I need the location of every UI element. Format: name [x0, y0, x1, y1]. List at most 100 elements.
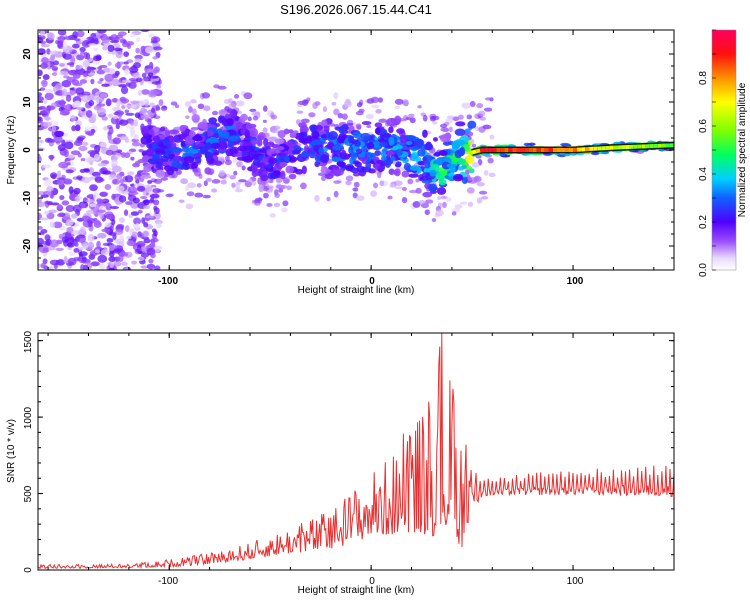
colorbar-tick-label: 0.0: [698, 263, 709, 277]
heatmap-cell: [218, 170, 226, 177]
colorbar-label: Normalized spectral amplitude: [737, 82, 748, 217]
heatmap-cell: [143, 205, 151, 210]
heatmap-cell: [174, 104, 180, 109]
heatmap-cell: [131, 260, 137, 265]
heatmap-cell: [142, 76, 152, 82]
heatmap-cell: [61, 236, 69, 243]
heatmap-cell: [191, 108, 197, 116]
heatmap-cell: [116, 99, 121, 108]
heatmap-cell: [116, 173, 123, 180]
heatmap-cell: [89, 184, 98, 192]
heatmap-cell: [417, 105, 422, 109]
heatmap-cell: [49, 154, 54, 161]
heatmap-cell: [454, 204, 463, 209]
snr-plot-area: [38, 333, 674, 570]
heatmap-cell: [148, 199, 155, 204]
heatmap-cell: [373, 141, 382, 149]
heatmap-cell: [351, 139, 359, 145]
heatmap-cell: [57, 213, 63, 218]
heatmap-cell: [41, 79, 48, 88]
heatmap-cell: [173, 148, 182, 153]
heatmap-cell: [40, 217, 49, 221]
heatmap-cell: [322, 106, 328, 113]
heatmap-cell: [338, 133, 347, 141]
heatmap-cell: [41, 57, 50, 64]
heatmap-cell: [424, 209, 430, 216]
heatmap-cell: [64, 36, 75, 41]
heatmap-cell: [125, 112, 135, 116]
heatmap-cell: [141, 217, 146, 224]
heatmap-cell: [137, 256, 145, 262]
heatmap-cell: [379, 142, 388, 147]
heatmap-cell: [38, 154, 41, 162]
heatmap-cell: [106, 237, 114, 243]
heatmap-cell: [99, 77, 104, 82]
heatmap-cell: [396, 128, 405, 134]
heatmap-cell: [299, 125, 309, 134]
heatmap-cell: [448, 126, 453, 133]
heatmap-cell: [59, 63, 65, 67]
heatmap-cell: [452, 116, 460, 121]
heatmap-cell: [231, 182, 236, 188]
heatmap-cell: [159, 126, 166, 132]
heatmap-cell: [262, 127, 268, 133]
heatmap-cell: [38, 95, 44, 102]
heatmap-cell: [129, 100, 140, 105]
heatmap-cell: [243, 92, 253, 100]
heatmap-cell: [101, 116, 108, 121]
heatmap-cell: [323, 125, 330, 132]
bottom-x-axis-label: Height of straight line (km): [298, 585, 415, 596]
heatmap-cell: [137, 209, 143, 214]
heatmap-cell: [76, 106, 84, 111]
heatmap-cell: [282, 200, 289, 207]
heatmap-cell: [140, 195, 148, 200]
heatmap-cell: [155, 169, 166, 178]
heatmap-cell: [112, 137, 122, 145]
heatmap-cell: [437, 195, 442, 201]
heatmap-cell: [379, 180, 385, 187]
heatmap-cell: [401, 99, 409, 107]
heatmap-cell: [476, 197, 483, 204]
heatmap-cell: [207, 157, 215, 165]
heatmap-cell: [217, 140, 226, 150]
heatmap-cell: [422, 129, 428, 138]
heatmap-cell: [246, 156, 252, 161]
heatmap-cell: [145, 186, 153, 192]
heatmap-cell: [140, 30, 150, 33]
heatmap-cell: [135, 47, 140, 54]
heatmap-cell: [108, 244, 118, 250]
heatmap-cell: [151, 228, 157, 233]
heatmap-cell: [83, 52, 89, 59]
heatmap-cell: [348, 146, 354, 154]
heatmap-cell: [338, 126, 345, 134]
heatmap-cell: [151, 80, 161, 85]
heatmap-cell: [150, 107, 156, 113]
heatmap-cell: [38, 226, 43, 230]
heatmap-cell: [120, 152, 126, 158]
heatmap-cell: [258, 183, 264, 193]
heatmap-cell: [464, 128, 471, 134]
heatmap-cell: [204, 152, 214, 159]
heatmap-cell: [81, 215, 91, 222]
heatmap-cell: [385, 149, 396, 156]
heatmap-cell: [117, 84, 127, 88]
heatmap-cell: [333, 180, 342, 184]
heatmap-cell: [38, 237, 45, 245]
heatmap-cell: [130, 211, 140, 216]
heatmap-cell: [435, 209, 444, 217]
heatmap-cell: [97, 254, 108, 263]
heatmap-cell: [73, 248, 80, 253]
heatmap-cell: [53, 60, 60, 66]
heatmap-cell: [152, 46, 163, 51]
heatmap-cell: [74, 197, 80, 202]
heatmap-cell: [88, 100, 95, 107]
heatmap-cell: [136, 185, 146, 192]
heatmap-cell: [374, 122, 383, 128]
heatmap-cell: [353, 132, 363, 139]
heatmap-cell: [415, 178, 420, 183]
heatmap-cell: [190, 99, 197, 104]
heatmap-cell: [332, 145, 344, 151]
spectrogram-panel: -100 0 100 -20 -10 0 10 20 Height of str…: [6, 29, 675, 296]
heatmap-cell: [281, 185, 288, 189]
heatmap-cell: [289, 132, 297, 139]
